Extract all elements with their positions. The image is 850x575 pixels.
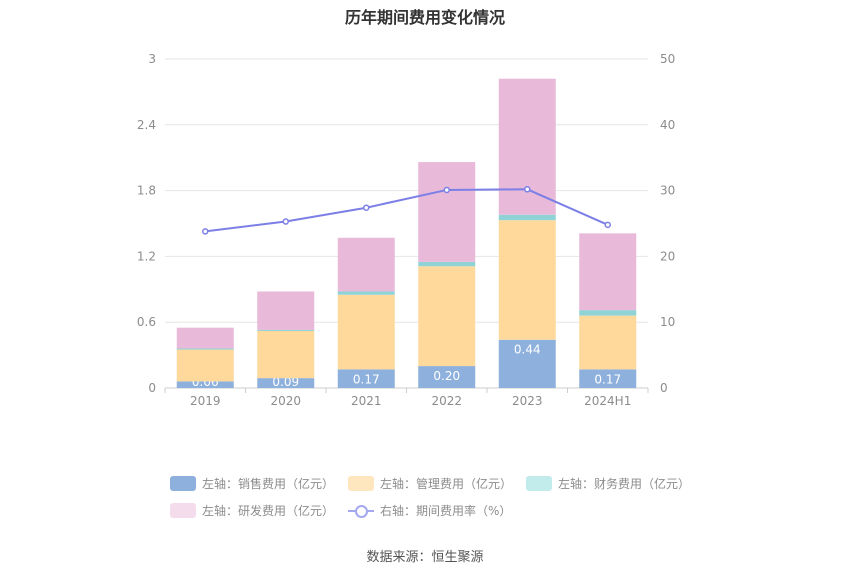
- bar-segment: [176, 349, 234, 382]
- legend-swatch-admin: [348, 476, 375, 491]
- bar-segment: [418, 366, 476, 388]
- bar-segment: [579, 310, 637, 316]
- y-left-tick-label: 1.2: [137, 249, 156, 263]
- bar-segment: [176, 381, 234, 388]
- bar-segment: [176, 348, 234, 350]
- bar-data-label: 0.09: [272, 375, 299, 389]
- legend-line-icon: [348, 503, 375, 518]
- bar-segment: [418, 261, 476, 267]
- y-right-tick-label: 40: [660, 118, 675, 132]
- legend-item-sales[interactable]: 左轴：销售费用（亿元）: [170, 475, 334, 492]
- x-tick-label: 2021: [351, 394, 382, 408]
- bar-segment: [498, 78, 556, 215]
- gridlines: [165, 58, 648, 389]
- bar-segment: [579, 369, 637, 388]
- bar-segment: [337, 291, 395, 295]
- line-point: [202, 228, 209, 235]
- bar-segment: [418, 266, 476, 367]
- y-right-tick-label: 30: [660, 184, 675, 198]
- line-point: [443, 186, 450, 194]
- bar-segment: [579, 233, 637, 311]
- legend-item-rnd[interactable]: 左轴：研发费用（亿元）: [170, 502, 334, 519]
- bar-segment: [337, 294, 395, 370]
- bar-segment: [579, 315, 637, 370]
- y-right-tick-label: 20: [660, 249, 675, 263]
- bar-data-label: 0.17: [594, 372, 621, 386]
- y-left-tick-label: 0: [148, 381, 156, 395]
- bar-layer: 0.06 0.09 0.17 0.200.440.17: [176, 78, 637, 389]
- legend-label-expense-rate: 右轴：期间费用率（%）: [380, 504, 512, 518]
- bar-segment: [418, 162, 476, 262]
- y-right-tick-label: 0: [660, 381, 668, 395]
- legend-swatch-rnd: [170, 503, 196, 518]
- legend: 左轴：销售费用（亿元） 左轴：管理费用（亿元） 左轴：财务费用（亿元） 左轴：研…: [170, 470, 700, 524]
- y-left-tick-label: 3: [148, 52, 156, 66]
- x-tick-label: 2022: [431, 394, 462, 408]
- bar-segment: [257, 378, 315, 388]
- legend-item-expense-rate[interactable]: 右轴：期间费用率（%）: [348, 502, 511, 519]
- line-point: [282, 218, 289, 225]
- y-left-tick-label: 2.4: [137, 118, 156, 132]
- legend-swatch-finance: [526, 476, 553, 491]
- expense-rate-line: [205, 188, 609, 233]
- bar-segment: [176, 327, 234, 349]
- data-source: 数据来源：恒生聚源: [366, 550, 484, 565]
- legend-label-admin: 左轴：管理费用（亿元）: [380, 477, 513, 491]
- legend-label-finance: 左轴：财务费用（亿元）: [558, 477, 691, 491]
- x-tick-label: 2023: [512, 394, 543, 408]
- bar-segment: [257, 330, 315, 379]
- bar-segment: [257, 291, 315, 330]
- bar-data-label: 0.17: [353, 372, 380, 386]
- bar-segment: [337, 237, 395, 292]
- legend-item-finance[interactable]: 左轴：财务费用（亿元）: [526, 475, 690, 492]
- x-tick-label: 2024H1: [584, 394, 631, 408]
- bar-segment: [498, 339, 556, 388]
- x-tick-label: 2020: [270, 394, 301, 408]
- legend-item-admin[interactable]: 左轴：管理费用（亿元）: [348, 475, 512, 492]
- bar-segment: [257, 329, 315, 331]
- bar-segment: [337, 369, 395, 388]
- bar-data-label: 0.20: [433, 369, 460, 383]
- y-right-tick-label: 10: [660, 315, 675, 329]
- line-point: [524, 186, 531, 193]
- line-point: [363, 204, 370, 211]
- legend-label-sales: 左轴：销售费用（亿元）: [202, 477, 335, 491]
- y-left-tick-label: 0.6: [137, 315, 156, 329]
- bar-segment: [498, 214, 556, 221]
- line-point: [604, 221, 611, 229]
- y-right-tick-label: 50: [660, 52, 675, 66]
- legend-swatch-sales: [170, 476, 196, 491]
- bar-data-label: 0.44: [514, 343, 541, 357]
- chart-title: 历年期间费用变化情况: [344, 8, 505, 27]
- bar-segment: [498, 220, 556, 340]
- x-tick-label: 2019: [190, 394, 221, 408]
- y-left-tick-label: 1.8: [137, 184, 156, 198]
- line-layer: [202, 186, 611, 235]
- legend-label-rnd: 左轴：研发费用（亿元）: [202, 504, 335, 518]
